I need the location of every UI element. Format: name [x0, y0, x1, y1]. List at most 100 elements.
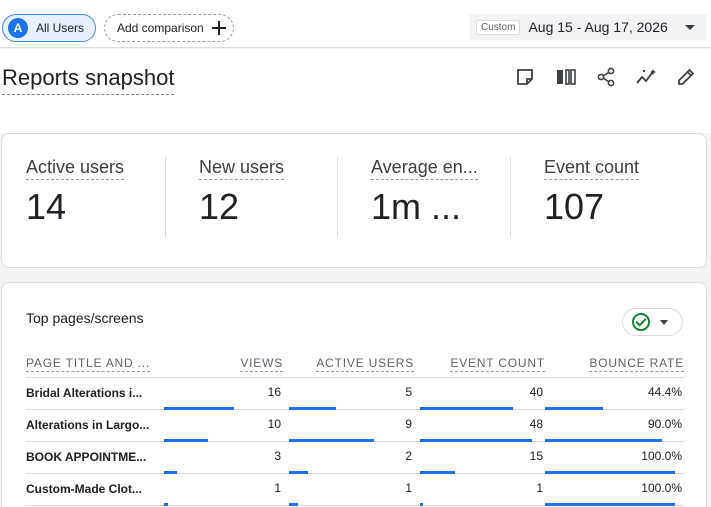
chevron-down-icon	[685, 24, 695, 30]
top-pages-table: PAGE TITLE AND ... VIEWS ACTIVE USERS EV…	[26, 351, 684, 506]
cell-value: 44.4%	[647, 385, 682, 399]
value-bar	[289, 438, 374, 442]
date-range-tag: Custom	[476, 19, 521, 35]
views-cell: 16	[158, 377, 283, 410]
chevron-down-icon	[660, 319, 668, 325]
value-bar	[164, 438, 208, 442]
cell-value: 5	[405, 385, 412, 399]
event-count-cell: 1	[414, 473, 545, 506]
table-row[interactable]: BOOK APPOINTME... 3 2 15 100.0%	[26, 441, 684, 474]
card-title: Top pages/screens	[26, 310, 144, 326]
insights-icon[interactable]	[635, 66, 657, 88]
cell-value: 1	[405, 481, 412, 495]
cell-value: 16	[267, 385, 281, 399]
add-comparison-button[interactable]: Add comparison	[104, 14, 234, 42]
cell-value: 90.0%	[647, 417, 682, 431]
metrics-card: Active users 14 New users 12 Average en.…	[1, 133, 707, 268]
metric-label: New users	[199, 157, 285, 180]
active-users-cell: 9	[283, 409, 414, 442]
value-bar	[164, 406, 234, 410]
table-row[interactable]: Bridal Alterations i... 16 5 40 44.4%	[26, 377, 684, 410]
page-title-cell[interactable]: Alterations in Largo...	[26, 409, 158, 442]
cell-value: 15	[529, 449, 543, 463]
column-header-bounce-rate[interactable]: BOUNCE RATE	[545, 351, 684, 378]
value-bar	[545, 502, 675, 506]
edit-icon[interactable]	[675, 66, 697, 88]
metric-value: 12	[199, 186, 240, 227]
value-bar	[420, 406, 513, 410]
event-count-cell: 15	[414, 441, 545, 474]
segment-chip-all-users[interactable]: A All Users	[2, 14, 96, 42]
share-icon[interactable]	[595, 66, 617, 88]
bounce-rate-cell: 90.0%	[545, 409, 684, 442]
divider	[337, 157, 338, 237]
column-header-views[interactable]: VIEWS	[158, 351, 283, 378]
table-header-row: PAGE TITLE AND ... VIEWS ACTIVE USERS EV…	[26, 351, 684, 378]
add-comparison-label: Add comparison	[117, 21, 204, 35]
value-bar	[164, 502, 168, 506]
cell-value: 100.0%	[641, 481, 682, 495]
metric-value: 14	[26, 186, 67, 227]
event-count-cell: 48	[414, 409, 545, 442]
metric-value: 1m ...	[371, 186, 462, 227]
views-cell: 10	[158, 409, 283, 442]
value-bar	[420, 438, 532, 442]
column-header-page-title[interactable]: PAGE TITLE AND ...	[26, 351, 158, 378]
metric-label: Average en...	[371, 157, 478, 180]
bounce-rate-cell: 100.0%	[545, 441, 684, 474]
table-row[interactable]: Alterations in Largo... 10 9 48 90.0%	[26, 409, 684, 442]
page-title-cell[interactable]: Bridal Alterations i...	[26, 377, 158, 410]
views-cell: 3	[158, 441, 283, 474]
column-header-event-count[interactable]: EVENT COUNT	[414, 351, 545, 378]
date-range-value: Aug 15 - Aug 17, 2026	[528, 19, 668, 35]
metric-average-engagement[interactable]: Average en... 1m ...	[371, 157, 478, 239]
column-header-active-users[interactable]: ACTIVE USERS	[283, 351, 414, 378]
cell-value: 3	[274, 449, 281, 463]
segment-label: All Users	[36, 21, 85, 35]
page-title[interactable]: Reports snapshot	[2, 65, 175, 95]
active-users-cell: 2	[283, 441, 414, 474]
metric-event-count[interactable]: Event count 107	[544, 157, 640, 239]
data-quality-button[interactable]	[622, 308, 683, 336]
date-range-picker[interactable]: Custom Aug 15 - Aug 17, 2026	[469, 14, 707, 40]
value-bar	[545, 470, 675, 474]
top-bar: A All Users Add comparison Custom Aug 15…	[0, 0, 711, 48]
cell-value: 48	[529, 417, 543, 431]
cell-value: 1	[536, 481, 543, 495]
value-bar	[420, 470, 455, 474]
page-title-cell[interactable]: Custom-Made Clot...	[26, 473, 158, 506]
divider	[165, 157, 166, 237]
compare-icon[interactable]	[555, 66, 577, 88]
metric-value: 107	[544, 186, 605, 227]
note-icon[interactable]	[514, 66, 536, 88]
views-cell: 1	[158, 473, 283, 506]
metric-new-users[interactable]: New users 12	[199, 157, 285, 239]
metric-label: Active users	[26, 157, 125, 180]
event-count-cell: 40	[414, 377, 545, 410]
segment-badge: A	[8, 18, 28, 38]
check-circle-icon	[632, 313, 650, 331]
metric-active-users[interactable]: Active users 14	[26, 157, 125, 239]
value-bar	[545, 438, 662, 442]
value-bar	[164, 470, 177, 474]
active-users-cell: 5	[283, 377, 414, 410]
table-row[interactable]: Custom-Made Clot... 1 1 1 100.0%	[26, 473, 684, 506]
value-bar	[545, 406, 603, 410]
value-bar	[420, 502, 423, 506]
header: Reports snapshot	[0, 49, 711, 133]
cell-value: 40	[529, 385, 543, 399]
value-bar	[289, 502, 298, 506]
cell-value: 10	[267, 417, 281, 431]
bounce-rate-cell: 100.0%	[545, 473, 684, 506]
cell-value: 100.0%	[641, 449, 682, 463]
cell-value: 2	[405, 449, 412, 463]
page-title-cell[interactable]: BOOK APPOINTME...	[26, 441, 158, 474]
bounce-rate-cell: 44.4%	[545, 377, 684, 410]
value-bar	[289, 470, 308, 474]
top-pages-card: Top pages/screens PAGE TITLE AND ... VIE…	[1, 282, 707, 507]
metric-label: Event count	[544, 157, 640, 180]
plus-icon	[211, 21, 226, 35]
cell-value: 1	[274, 481, 281, 495]
value-bar	[289, 406, 336, 410]
cell-value: 9	[405, 417, 412, 431]
